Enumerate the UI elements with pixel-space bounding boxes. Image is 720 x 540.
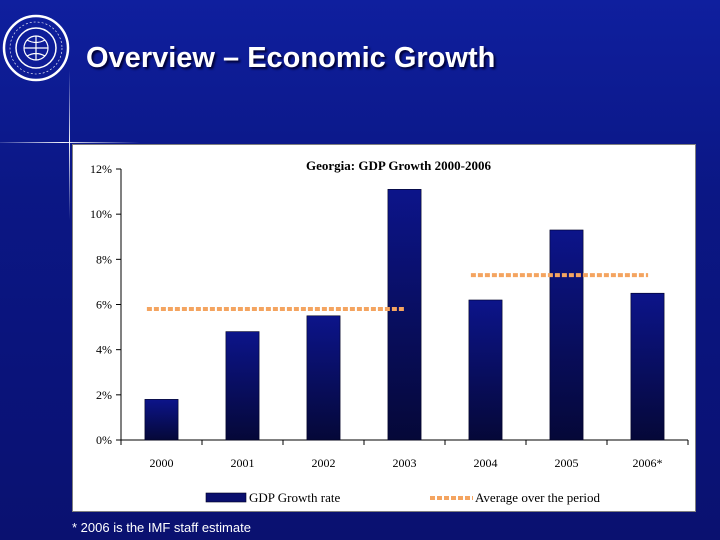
bar-2006* xyxy=(630,292,665,441)
legend-swatch-gdp xyxy=(205,492,247,503)
x-tick-label: 2000 xyxy=(150,456,174,470)
x-tick-label: 2001 xyxy=(231,456,255,470)
bar-2005 xyxy=(549,229,584,441)
flare-horizontal xyxy=(0,142,140,143)
legend-label-average: Average over the period xyxy=(475,490,601,505)
x-tick-label: 2006* xyxy=(633,456,663,470)
y-tick-label: 4% xyxy=(96,343,112,357)
legend-label-gdp: GDP Growth rate xyxy=(249,490,340,505)
chart-panel: Georgia: GDP Growth 2000-2006 0% 2% 4% 6% 8% 1… xyxy=(72,144,696,512)
y-tick-label: 10% xyxy=(90,207,112,221)
slide-title: Overview – Economic Growth xyxy=(86,42,496,74)
bar-2000 xyxy=(144,399,179,441)
flare-vertical xyxy=(69,70,70,220)
x-tick-label: 2004 xyxy=(474,456,498,470)
x-tick-label: 2005 xyxy=(555,456,579,470)
bar-2002 xyxy=(306,315,341,441)
gdp-growth-chart: Georgia: GDP Growth 2000-2006 0% 2% 4% 6% 8% 1… xyxy=(90,158,689,505)
y-tick-label: 6% xyxy=(96,298,112,312)
chart-title: Georgia: GDP Growth 2000-2006 xyxy=(306,158,491,173)
bar-2004 xyxy=(468,299,503,441)
bar-2003 xyxy=(387,189,422,441)
y-tick-label: 0% xyxy=(96,433,112,447)
bar-2001 xyxy=(225,331,260,441)
imf-seal-logo xyxy=(2,14,70,82)
footnote: * 2006 is the IMF staff estimate xyxy=(72,520,251,535)
x-tick-label: 2003 xyxy=(393,456,417,470)
y-tick-label: 12% xyxy=(90,162,112,176)
y-tick-label: 2% xyxy=(96,388,112,402)
x-tick-label: 2002 xyxy=(312,456,336,470)
y-tick-label: 8% xyxy=(96,252,112,266)
